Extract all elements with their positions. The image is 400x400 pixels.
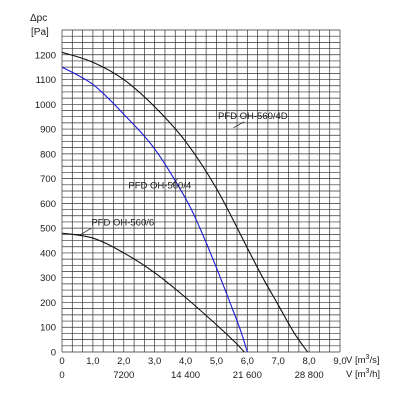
x-tick-label: 4,0 bbox=[179, 356, 192, 367]
series-line-pfd-oh-560-6 bbox=[61, 232, 245, 353]
y-tick-label: 200 bbox=[40, 298, 56, 309]
y-tick-label: 700 bbox=[40, 174, 56, 185]
x-tick-label: 3,0 bbox=[148, 356, 161, 367]
x-tick-label: 1,0 bbox=[86, 356, 99, 367]
x-tick-label-h: 21 600 bbox=[233, 370, 262, 381]
x-tick-label: 9,0 bbox=[333, 356, 346, 367]
series-labels: PFD OH-560/4D PFD OH-560/4 PFD OH-560/6 bbox=[78, 111, 288, 236]
y-axis-label-unit: [Pa] bbox=[31, 27, 49, 38]
series-label-pfd-oh-560-6: PFD OH-560/6 bbox=[91, 218, 154, 229]
y-tick-label: 1100 bbox=[36, 75, 56, 86]
x-tick-labels-h: 0 7200 14 400 21 600 28 800 bbox=[59, 370, 323, 381]
series-line-pfd-oh-560-4 bbox=[61, 66, 248, 353]
curves bbox=[61, 51, 309, 353]
y-tick-label: 800 bbox=[40, 149, 56, 160]
grid bbox=[61, 29, 341, 353]
x-tick-label: 7,0 bbox=[272, 356, 285, 367]
x-axis-label-secondary-main: V [m bbox=[346, 369, 366, 380]
x-axis-label-primary: V [m3/s] bbox=[346, 354, 379, 366]
y-tick-label: 600 bbox=[40, 199, 56, 210]
x-axis-label-primary-tail: /s] bbox=[369, 355, 379, 366]
x-tick-label: 5,0 bbox=[210, 356, 223, 367]
y-tick-label: 400 bbox=[40, 248, 56, 259]
y-tick-label: 0 bbox=[51, 348, 56, 359]
y-tick-label: 500 bbox=[40, 224, 56, 235]
y-tick-label: 1000 bbox=[35, 100, 56, 111]
y-tick-label: 1200 bbox=[35, 50, 56, 61]
x-axis-label-secondary-sup: 3 bbox=[366, 368, 370, 375]
y-tick-labels: 0 100 200 300 400 500 600 700 800 900 1000 1100 1200 bbox=[35, 50, 56, 358]
series-line-pfd-oh-560-4d bbox=[61, 51, 309, 353]
x-axis-label-secondary: V [m3/h] bbox=[346, 368, 380, 380]
x-tick-label: 2,0 bbox=[117, 356, 130, 367]
y-tick-label: 900 bbox=[40, 125, 56, 136]
x-axis-label-secondary-tail: /h] bbox=[369, 369, 380, 380]
y-tick-label: 100 bbox=[40, 323, 56, 334]
series-label-pfd-oh-560-4d: PFD OH-560/4D bbox=[218, 111, 288, 122]
x-tick-labels: 0 1,0 2,0 3,0 4,0 5,0 6,0 7,0 8,0 9,0 bbox=[59, 356, 346, 367]
x-axis-label-primary-sup: 3 bbox=[366, 354, 370, 361]
x-tick-label-h: 0 bbox=[59, 370, 64, 381]
x-tick-label-h: 7200 bbox=[113, 370, 134, 381]
x-axis-label-primary-main: V [m bbox=[346, 355, 366, 366]
x-tick-label-h: 14 400 bbox=[171, 370, 200, 381]
series-label-leader bbox=[78, 227, 92, 236]
y-tick-label: 300 bbox=[40, 273, 56, 284]
x-tick-label-h: 28 800 bbox=[295, 370, 324, 381]
x-tick-label: 6,0 bbox=[241, 356, 254, 367]
x-tick-label: 0 bbox=[59, 356, 64, 367]
y-axis-label-symbol: Δpc bbox=[30, 13, 47, 24]
series-label-pfd-oh-560-4: PFD OH-560/4 bbox=[128, 181, 191, 192]
x-tick-label: 8,0 bbox=[303, 356, 316, 367]
series-label-leader bbox=[171, 178, 179, 186]
series-label-leader bbox=[233, 121, 245, 129]
